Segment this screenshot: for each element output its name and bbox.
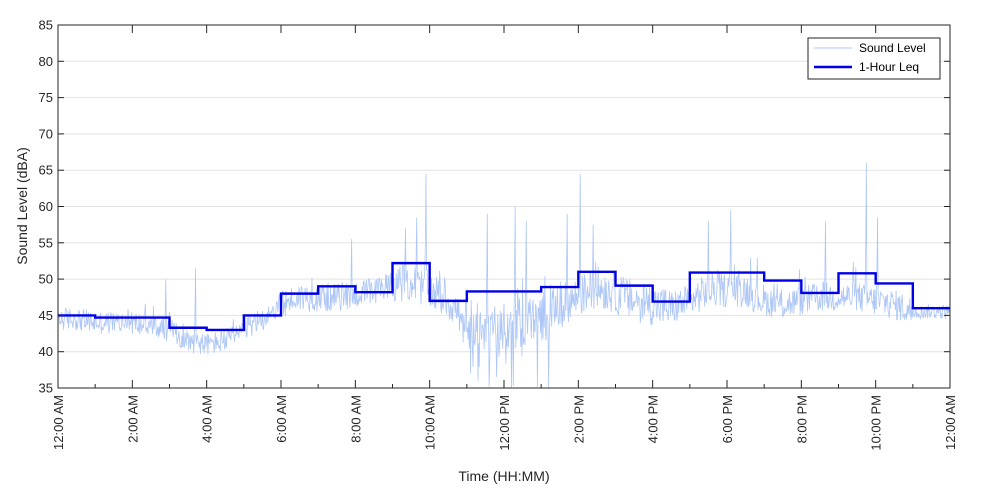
y-tick-label: 85: [39, 18, 53, 33]
y-tick-label: 55: [39, 235, 53, 250]
y-axis-title: Sound Level (dBA): [14, 147, 30, 265]
legend-label-leq: 1-Hour Leq: [859, 60, 919, 74]
x-tick-label: 10:00 PM: [869, 395, 884, 451]
y-tick-label: 60: [39, 199, 53, 214]
x-axis-title: Time (HH:MM): [458, 468, 549, 484]
x-tick-label: 12:00 PM: [497, 395, 512, 451]
y-axis: 35 40 45 50 55 60 65 70 75 80 85: [39, 18, 950, 396]
y-tick-label: 80: [39, 54, 53, 69]
x-tick-label: 10:00 AM: [423, 395, 438, 450]
x-tick-label: 8:00 PM: [794, 395, 809, 443]
x-tick-label: 4:00 AM: [200, 395, 215, 443]
x-tick-label: 12:00 AM: [51, 395, 66, 450]
x-tick-label: 6:00 AM: [274, 395, 289, 443]
y-tick-label: 75: [39, 90, 53, 105]
sound-level-line: [57, 162, 951, 389]
x-tick-label: 2:00 PM: [571, 395, 586, 443]
legend-label-sound-level: Sound Level: [859, 41, 926, 55]
x-tick-label: 6:00 PM: [720, 395, 735, 443]
x-tick-label: 12:00 AM: [943, 395, 958, 450]
y-tick-label: 35: [39, 381, 53, 396]
x-tick-label: 8:00 AM: [348, 395, 363, 443]
leq-step-line: [58, 261, 950, 332]
legend-box: [807, 37, 941, 80]
x-tick-label: 2:00 AM: [125, 395, 140, 443]
y-tick-label: 65: [39, 163, 53, 178]
y-tick-label: 50: [39, 272, 53, 287]
y-tick-label: 45: [39, 308, 53, 323]
x-tick-label: 4:00 PM: [646, 395, 661, 443]
sound-level-series: [57, 162, 951, 389]
x-axis: 12:00 AM 2:00 AM 4:00 AM 6:00 AM 8:00 AM 10:0…: [51, 25, 958, 451]
legend: Sound Level 1-Hour Leq: [807, 37, 941, 80]
y-tick-label: 70: [39, 126, 53, 141]
hourly-leq-series: [58, 261, 950, 332]
y-tick-label: 40: [39, 344, 53, 359]
